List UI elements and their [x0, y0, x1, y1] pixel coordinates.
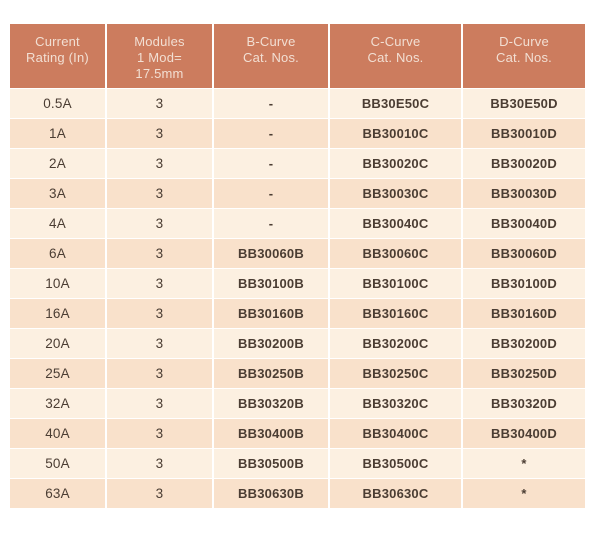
- table-row: 2A 3- BB30020C BB30020D: [10, 149, 585, 178]
- cell-c-curve: BB30E50C: [330, 89, 461, 118]
- cell-modules: 3: [107, 269, 212, 298]
- cell-current-rating: 6A: [10, 239, 105, 268]
- cell-d-curve: *: [463, 479, 585, 508]
- cell-modules: 3: [107, 179, 212, 208]
- cell-modules: 3: [107, 239, 212, 268]
- table-row: 6A 3 BB30060B BB30060C BB30060D: [10, 239, 585, 268]
- column-header-d-curve: D-Curve Cat. Nos.: [463, 24, 585, 88]
- table-row: 4A 3- BB30040C BB30040D: [10, 209, 585, 238]
- cell-b-curve: BB30400B: [214, 419, 328, 448]
- cell-current-rating: 50A: [10, 449, 105, 478]
- cell-c-curve: BB30010C: [330, 119, 461, 148]
- cell-d-curve: BB30010D: [463, 119, 585, 148]
- cell-modules: 3: [107, 149, 212, 178]
- cell-current-rating: 32A: [10, 389, 105, 418]
- cell-d-curve: BB30030D: [463, 179, 585, 208]
- cell-current-rating: 1A: [10, 119, 105, 148]
- cell-d-curve: BB30400D: [463, 419, 585, 448]
- table-body: 0.5A 3- BB30E50C BB30E50D 1A 3- BB30010C BB3001…: [10, 89, 585, 508]
- cell-d-curve: BB30100D: [463, 269, 585, 298]
- cell-c-curve: BB30200C: [330, 329, 461, 358]
- cell-modules: 3: [107, 89, 212, 118]
- cell-d-curve: BB30020D: [463, 149, 585, 178]
- column-header-modules: Modules 1 Mod= 17.5mm: [107, 24, 212, 88]
- cell-d-curve: BB30040D: [463, 209, 585, 238]
- cell-c-curve: BB30500C: [330, 449, 461, 478]
- column-header-b-curve: B-Curve Cat. Nos.: [214, 24, 328, 88]
- table-row: 3A 3- BB30030C BB30030D: [10, 179, 585, 208]
- cell-d-curve: BB30160D: [463, 299, 585, 328]
- cell-c-curve: BB30100C: [330, 269, 461, 298]
- cell-current-rating: 10A: [10, 269, 105, 298]
- cell-b-curve: -: [214, 89, 328, 118]
- cell-modules: 3: [107, 359, 212, 388]
- cell-d-curve: BB30200D: [463, 329, 585, 358]
- cell-b-curve: -: [214, 209, 328, 238]
- cell-b-curve: BB30100B: [214, 269, 328, 298]
- cell-c-curve: BB30160C: [330, 299, 461, 328]
- table-row: 16A 3 BB30160B BB30160C BB30160D: [10, 299, 585, 328]
- cell-b-curve: BB30060B: [214, 239, 328, 268]
- cell-b-curve: BB30320B: [214, 389, 328, 418]
- table-row: 10A 3 BB30100B BB30100C BB30100D: [10, 269, 585, 298]
- table-row: 50A 3 BB30500B BB30500C *: [10, 449, 585, 478]
- cell-b-curve: BB30500B: [214, 449, 328, 478]
- cell-c-curve: BB30630C: [330, 479, 461, 508]
- cell-current-rating: 4A: [10, 209, 105, 238]
- table-row: 25A 3 BB30250B BB30250C BB30250D: [10, 359, 585, 388]
- cell-current-rating: 63A: [10, 479, 105, 508]
- cell-modules: 3: [107, 389, 212, 418]
- cell-c-curve: BB30020C: [330, 149, 461, 178]
- cell-d-curve: *: [463, 449, 585, 478]
- cell-c-curve: BB30060C: [330, 239, 461, 268]
- cell-modules: 3: [107, 479, 212, 508]
- cell-b-curve: -: [214, 149, 328, 178]
- cell-current-rating: 16A: [10, 299, 105, 328]
- cell-d-curve: BB30060D: [463, 239, 585, 268]
- cell-modules: 3: [107, 299, 212, 328]
- cell-modules: 3: [107, 449, 212, 478]
- cell-b-curve: -: [214, 119, 328, 148]
- table-header-row: Current Rating (In) Modules 1 Mod= 17.5m…: [10, 24, 585, 88]
- cell-current-rating: 20A: [10, 329, 105, 358]
- table-row: 0.5A 3- BB30E50C BB30E50D: [10, 89, 585, 118]
- cell-b-curve: BB30250B: [214, 359, 328, 388]
- cell-current-rating: 40A: [10, 419, 105, 448]
- cell-c-curve: BB30250C: [330, 359, 461, 388]
- cell-c-curve: BB30400C: [330, 419, 461, 448]
- cell-b-curve: BB30160B: [214, 299, 328, 328]
- cell-current-rating: 25A: [10, 359, 105, 388]
- cell-d-curve: BB30250D: [463, 359, 585, 388]
- cell-d-curve: BB30E50D: [463, 89, 585, 118]
- cell-b-curve: -: [214, 179, 328, 208]
- table-row: 32A 3 BB30320B BB30320C BB30320D: [10, 389, 585, 418]
- cell-b-curve: BB30200B: [214, 329, 328, 358]
- cell-current-rating: 2A: [10, 149, 105, 178]
- cell-modules: 3: [107, 209, 212, 238]
- table-row: 63A 3 BB30630B BB30630C *: [10, 479, 585, 508]
- cell-current-rating: 0.5A: [10, 89, 105, 118]
- catalog-table: Current Rating (In) Modules 1 Mod= 17.5m…: [10, 24, 585, 508]
- cell-modules: 3: [107, 119, 212, 148]
- column-header-c-curve: C-Curve Cat. Nos.: [330, 24, 461, 88]
- table-row: 40A 3 BB30400B BB30400C BB30400D: [10, 419, 585, 448]
- cell-c-curve: BB30320C: [330, 389, 461, 418]
- cell-modules: 3: [107, 329, 212, 358]
- cell-d-curve: BB30320D: [463, 389, 585, 418]
- table-row: 20A 3 BB30200B BB30200C BB30200D: [10, 329, 585, 358]
- cell-b-curve: BB30630B: [214, 479, 328, 508]
- cell-c-curve: BB30040C: [330, 209, 461, 238]
- cell-c-curve: BB30030C: [330, 179, 461, 208]
- cell-modules: 3: [107, 419, 212, 448]
- table-row: 1A 3- BB30010C BB30010D: [10, 119, 585, 148]
- column-header-current-rating: Current Rating (In): [10, 24, 105, 88]
- cell-current-rating: 3A: [10, 179, 105, 208]
